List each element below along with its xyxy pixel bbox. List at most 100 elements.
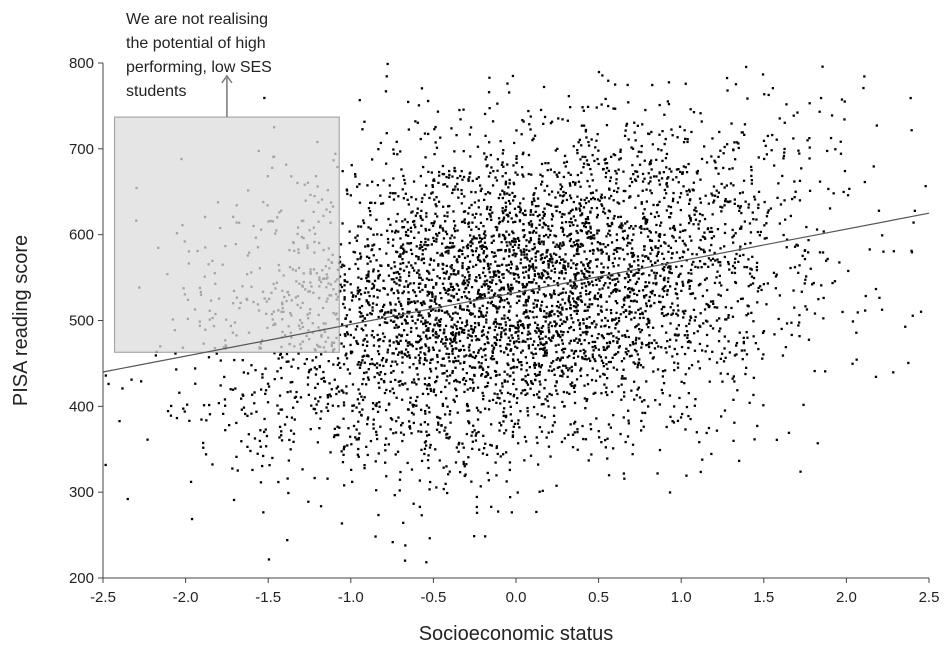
- scatter-point: [642, 366, 645, 369]
- scatter-point: [684, 428, 687, 431]
- scatter-point: [575, 242, 579, 245]
- scatter-point: [491, 398, 495, 402]
- scatter-point: [612, 335, 615, 338]
- scatter-point: [607, 474, 611, 477]
- scatter-point: [591, 367, 594, 370]
- scatter-point: [224, 404, 227, 407]
- scatter-point: [564, 271, 567, 275]
- scatter-point: [489, 376, 492, 380]
- scatter-point: [408, 420, 411, 423]
- scatter-point: [566, 235, 569, 238]
- scatter-point: [746, 336, 749, 339]
- scatter-point: [442, 487, 445, 491]
- scatter-point: [567, 297, 570, 300]
- scatter-point: [617, 247, 620, 250]
- scatter-point: [790, 321, 793, 324]
- scatter-point: [607, 79, 610, 82]
- scatter-point: [610, 312, 613, 315]
- scatter-point: [508, 248, 511, 251]
- scatter-point: [444, 230, 448, 233]
- scatter-point: [783, 199, 786, 202]
- scatter-point: [637, 308, 640, 312]
- scatter-point: [393, 320, 396, 323]
- scatter-point: [599, 375, 602, 378]
- scatter-point: [427, 99, 430, 103]
- scatter-point: [643, 296, 646, 299]
- scatter-point: [658, 103, 661, 107]
- scatter-point: [372, 268, 375, 271]
- scatter-point: [498, 248, 501, 252]
- scatter-point: [815, 228, 819, 231]
- scatter-point: [653, 271, 656, 274]
- scatter-point: [419, 351, 422, 354]
- scatter-point: [608, 197, 611, 200]
- scatter-point: [352, 404, 356, 407]
- scatter-point: [910, 129, 913, 132]
- scatter-point: [587, 342, 591, 345]
- scatter-point: [654, 246, 657, 249]
- scatter-point: [579, 291, 582, 295]
- scatter-point: [636, 175, 640, 178]
- scatter-point: [532, 229, 535, 233]
- scatter-point: [540, 240, 543, 243]
- scatter-point: [263, 430, 266, 434]
- scatter-point: [630, 311, 633, 314]
- scatter-point: [535, 510, 538, 514]
- scatter-point: [583, 352, 586, 355]
- scatter-point: [616, 201, 619, 204]
- scatter-point: [364, 324, 367, 327]
- scatter-point: [838, 261, 841, 264]
- scatter-point: [457, 272, 460, 275]
- scatter-point: [542, 235, 546, 238]
- scatter-point: [545, 277, 548, 280]
- scatter-point: [648, 341, 651, 345]
- scatter-point: [627, 335, 630, 339]
- scatter-point: [576, 297, 579, 300]
- scatter-point: [487, 175, 491, 178]
- scatter-point: [663, 233, 666, 236]
- scatter-point: [355, 239, 358, 242]
- scatter-point: [440, 364, 443, 367]
- scatter-point: [553, 313, 556, 316]
- scatter-point: [572, 200, 575, 204]
- scatter-point: [880, 308, 884, 311]
- scatter-point: [520, 251, 523, 254]
- scatter-point: [315, 368, 318, 371]
- scatter-point: [606, 222, 609, 226]
- scatter-point: [720, 352, 724, 355]
- scatter-point: [668, 265, 671, 268]
- scatter-point: [534, 187, 537, 190]
- scatter-point: [551, 424, 555, 427]
- scatter-point: [600, 252, 603, 255]
- scatter-point: [726, 200, 729, 203]
- scatter-point: [548, 233, 552, 237]
- scatter-point: [513, 141, 516, 145]
- scatter-point: [590, 235, 593, 238]
- scatter-point: [378, 405, 381, 408]
- scatter-point: [373, 375, 376, 379]
- scatter-point: [710, 237, 713, 240]
- scatter-point: [375, 218, 378, 221]
- scatter-point: [312, 407, 315, 410]
- scatter-point: [445, 436, 448, 439]
- scatter-point: [588, 274, 591, 278]
- scatter-point: [589, 231, 593, 234]
- scatter-point: [460, 296, 463, 299]
- scatter-point: [576, 231, 579, 235]
- scatter-point: [543, 416, 546, 419]
- scatter-point: [527, 330, 530, 333]
- scatter-point: [687, 222, 691, 225]
- scatter-point: [555, 330, 559, 333]
- scatter-point: [690, 130, 693, 134]
- scatter-point: [645, 304, 648, 308]
- scatter-point: [406, 355, 409, 358]
- scatter-point: [415, 404, 418, 407]
- scatter-point: [480, 247, 483, 250]
- scatter-point: [492, 357, 496, 361]
- scatter-point: [655, 341, 658, 345]
- scatter-point: [208, 413, 212, 416]
- scatter-point: [630, 270, 633, 273]
- scatter-point: [454, 334, 457, 338]
- scatter-point: [280, 376, 283, 380]
- scatter-point: [456, 411, 459, 414]
